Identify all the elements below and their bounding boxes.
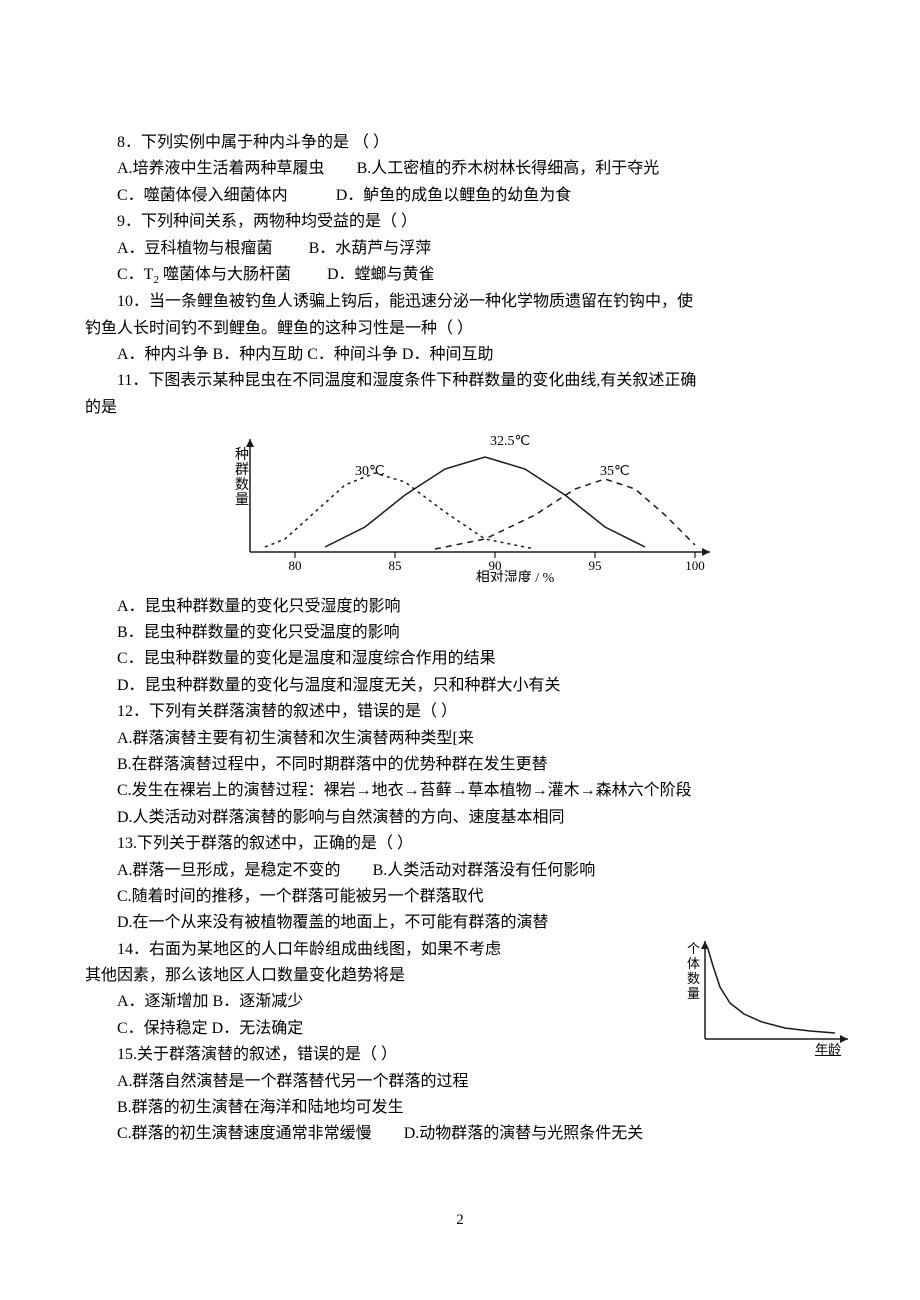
q13-opts-ab: A.群落一旦形成，是稳定不变的 B.人类活动对群落没有任何影响 [85, 858, 835, 884]
q13-stem: 13.下列关于群落的叙述中，正确的是（ ） [85, 831, 835, 857]
q10-line2: 钓鱼人长时间钓不到鲤鱼。鲤鱼的这种习性是一种（ ） [85, 316, 835, 342]
q10-line1: 10．当一条鲤鱼被钓鱼人诱骗上钩后，能迅速分泌一种化学物质遗留在钓钩中，使 [85, 289, 835, 315]
q9-c-pre: C．T [117, 266, 153, 283]
q13-c: C.随着时间的推移，一个群落可能被另一个群落取代 [85, 884, 835, 910]
y-axis-label-1: 群 [235, 462, 249, 478]
curve-30c [265, 473, 535, 549]
curve-35c [435, 479, 695, 549]
q11-b: B．昆虫种群数量的变化只受温度的影响 [85, 620, 835, 646]
q13-a: A.群落一旦形成，是稳定不变的 [117, 862, 341, 879]
x-axis-label: 相对湿度 / % [476, 570, 555, 582]
q14-ylabel-3: 量 [687, 986, 700, 1001]
q14-ylabel-1: 体 [687, 956, 700, 971]
q11-c: C．昆虫种群数量的变化是温度和湿度综合作用的结果 [85, 646, 835, 672]
label-35c: 35℃ [600, 464, 630, 479]
q9-d: D．螳螂与黄雀 [327, 266, 435, 283]
q11-d: D．昆虫种群数量的变化与温度和湿度无关，只和种群大小有关 [85, 673, 835, 699]
y-axis-label-2: 数 [235, 477, 249, 493]
q15-c: C.群落的初生演替速度通常非常缓慢 [117, 1125, 372, 1142]
q10-opts: A．种内斗争 B．种内互助 C．种间斗争 D．种间互助 [85, 342, 835, 368]
q9-c-post: 噬菌体与大肠杆菌 [159, 266, 291, 283]
q11-chart-wrap: 80 85 90 95 100 相对湿度 / % 种 群 数 量 30℃ 32.… [85, 421, 835, 593]
q15-opts-cd: C.群落的初生演替速度通常非常缓慢 D.动物群落的演替与光照条件无关 [85, 1121, 835, 1147]
q15-a: A.群落自然演替是一个群落替代另一个群落的过程 [85, 1069, 835, 1095]
q11-line1: 11．下图表示某种昆虫在不同温度和湿度条件下种群数量的变化曲线,有关叙述正确 [85, 368, 835, 394]
y-axis-label-3: 量 [235, 492, 249, 508]
q14-curve [708, 949, 835, 1033]
q9-opts-cd: C．T2 噬菌体与大肠杆菌 D．螳螂与黄雀 [85, 262, 835, 289]
xtick-3: 95 [589, 558, 602, 573]
q8-a: A.培养液中生活着两种草履虫 [117, 160, 325, 177]
q8-c: C．噬菌体侵入细菌体内 [117, 187, 288, 204]
q12-b: B.在群落演替过程中，不同时期群落中的优势种群在发生更替 [85, 752, 835, 778]
q12-stem: 12．下列有关群落演替的叙述中，错误的是（ ） [85, 699, 835, 725]
document-page: 8．下列实例中属于种内斗争的是 （ ） A.培养液中生活着两种草履虫 B.人工密… [0, 0, 920, 1293]
q14-ylabel-0: 个 [687, 941, 700, 956]
label-30c: 30℃ [355, 464, 385, 479]
y-axis-label-0: 种 [235, 447, 249, 463]
q14-chart: 个 体 数 量 年龄 [680, 931, 855, 1056]
q8-b: B.人工密植的乔木树林长得细高，利于夺光 [357, 160, 660, 177]
xtick-4: 100 [685, 558, 705, 573]
q8-stem: 8．下列实例中属于种内斗争的是 （ ） [85, 130, 835, 156]
q11-line2: 的是 [85, 395, 835, 421]
q8-opts-ab: A.培养液中生活着两种草履虫 B.人工密植的乔木树林长得细高，利于夺光 [85, 156, 835, 182]
q8-d: D．鲈鱼的成鱼以鲤鱼的幼鱼为食 [336, 187, 572, 204]
q9-a: A．豆科植物与根瘤菌 [117, 240, 273, 257]
q13-b: B.人类活动对群落没有任何影响 [373, 862, 596, 879]
page-number: 2 [85, 1208, 835, 1233]
q14-block: 个 体 数 量 年龄 14．右面为某地区的人口年龄组成曲线图，如果不考虑 其他因… [85, 937, 835, 1043]
q12-a: A.群落演替主要有初生演替和次生演替两种类型[来 [85, 726, 835, 752]
q8-opts-cd: C．噬菌体侵入细菌体内 D．鲈鱼的成鱼以鲤鱼的幼鱼为食 [85, 183, 835, 209]
xtick-1: 85 [389, 558, 402, 573]
q9-opts-ab: A．豆科植物与根瘤菌 B．水葫芦与浮萍 [85, 236, 835, 262]
label-32-5c: 32.5℃ [490, 434, 530, 449]
xtick-0: 80 [289, 558, 302, 573]
q9-c: C．T2 噬菌体与大肠杆菌 [117, 266, 291, 283]
q15-d: D.动物群落的演替与光照条件无关 [404, 1125, 644, 1142]
q14-ylabel-2: 数 [687, 971, 700, 986]
q9-stem: 9．下列种间关系，两物种均受益的是（ ） [85, 209, 835, 235]
q11-chart: 80 85 90 95 100 相对湿度 / % 种 群 数 量 30℃ 32.… [205, 427, 715, 582]
q14-xlabel: 年龄 [815, 1042, 841, 1056]
q15-b: B.群落的初生演替在海洋和陆地均可发生 [85, 1095, 835, 1121]
q11-a: A．昆虫种群数量的变化只受湿度的影响 [85, 594, 835, 620]
q12-c: C.发生在裸岩上的演替过程：裸岩→地衣→苔藓→草本植物→灌木→森林六个阶段 [85, 778, 835, 804]
q12-d: D.人类活动对群落演替的影响与自然演替的方向、速度基本相同 [85, 805, 835, 831]
q9-b: B．水葫芦与浮萍 [309, 240, 432, 257]
